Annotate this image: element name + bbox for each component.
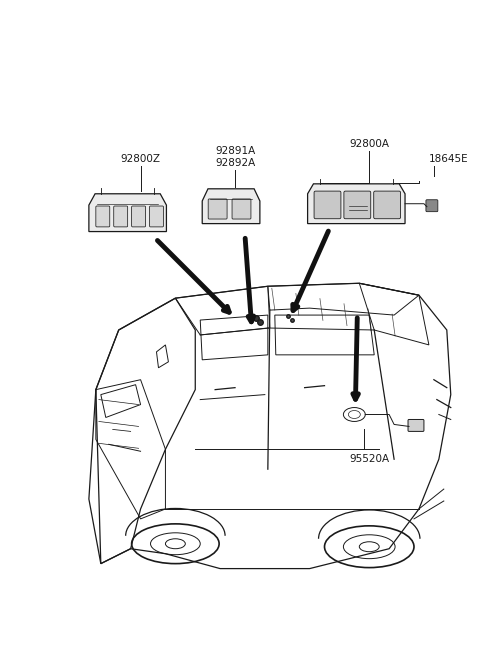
FancyBboxPatch shape bbox=[96, 206, 110, 227]
FancyBboxPatch shape bbox=[426, 199, 438, 212]
FancyBboxPatch shape bbox=[132, 206, 145, 227]
FancyBboxPatch shape bbox=[374, 191, 401, 218]
FancyBboxPatch shape bbox=[232, 199, 251, 219]
Polygon shape bbox=[202, 189, 260, 224]
Text: 92800A: 92800A bbox=[349, 139, 389, 149]
Polygon shape bbox=[89, 194, 167, 232]
FancyBboxPatch shape bbox=[344, 191, 371, 218]
Text: 92892A: 92892A bbox=[215, 158, 255, 168]
FancyBboxPatch shape bbox=[408, 419, 424, 432]
FancyBboxPatch shape bbox=[114, 206, 128, 227]
FancyBboxPatch shape bbox=[150, 206, 164, 227]
FancyBboxPatch shape bbox=[314, 191, 341, 218]
Text: 92800Z: 92800Z bbox=[120, 154, 161, 164]
Text: 18645E: 18645E bbox=[429, 154, 468, 164]
Polygon shape bbox=[308, 184, 405, 224]
Text: 95520A: 95520A bbox=[349, 454, 389, 464]
Text: 92891A: 92891A bbox=[215, 146, 255, 156]
FancyBboxPatch shape bbox=[208, 199, 227, 219]
